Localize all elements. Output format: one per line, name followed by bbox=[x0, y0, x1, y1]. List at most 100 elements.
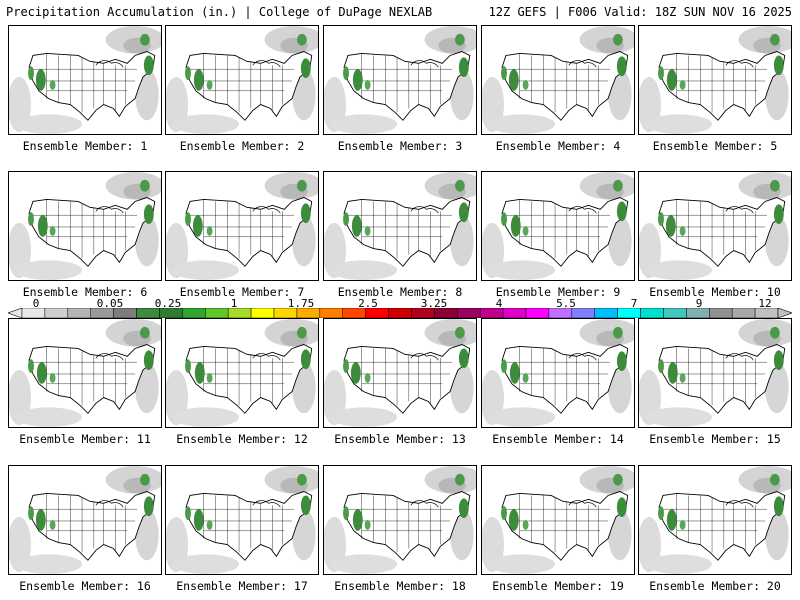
great-lakes bbox=[410, 60, 439, 68]
conus-outline bbox=[28, 491, 156, 561]
precip-area bbox=[769, 179, 780, 192]
precip-area bbox=[139, 473, 150, 486]
precip-area bbox=[769, 473, 780, 486]
precip-area bbox=[206, 226, 213, 236]
conus-outline bbox=[501, 197, 629, 267]
colorbar-swatch bbox=[663, 308, 687, 318]
colorbar-swatch bbox=[686, 308, 710, 318]
ensemble-map bbox=[482, 319, 634, 427]
precip-area bbox=[364, 80, 371, 90]
great-lakes bbox=[568, 206, 597, 214]
colorbar-tick-label: 12 bbox=[758, 297, 772, 310]
great-lakes bbox=[95, 60, 124, 68]
precip-area bbox=[679, 520, 686, 530]
colorbar-swatch bbox=[21, 308, 46, 318]
ensemble-map bbox=[639, 26, 791, 134]
precip-area bbox=[364, 520, 371, 530]
ensemble-panel: Ensemble Member: 16 bbox=[8, 465, 162, 593]
great-lakes bbox=[725, 60, 754, 68]
precip-area bbox=[658, 359, 664, 373]
precip-area bbox=[15, 554, 83, 574]
ensemble-panel: Ensemble Member: 12 bbox=[165, 318, 319, 446]
colorbar-swatch bbox=[731, 308, 756, 318]
colorbar-swatch bbox=[319, 308, 343, 318]
ensemble-map bbox=[324, 319, 476, 427]
precip-area bbox=[645, 407, 713, 427]
conus-outline bbox=[658, 51, 786, 121]
conus-outline bbox=[185, 197, 313, 267]
ensemble-panel: Ensemble Member: 11 bbox=[8, 318, 162, 446]
ensemble-map bbox=[639, 172, 791, 280]
colorbar-tick-label: 5.5 bbox=[556, 297, 576, 310]
ensemble-map bbox=[9, 26, 161, 134]
precip-area bbox=[612, 473, 623, 486]
conus-outline bbox=[343, 51, 471, 121]
ensemble-member-label: Ensemble Member: 20 bbox=[649, 579, 781, 593]
precip-area bbox=[300, 58, 311, 79]
colorbar-swatch bbox=[205, 308, 229, 318]
colorbar-swatch bbox=[90, 308, 114, 318]
ensemble-map bbox=[482, 172, 634, 280]
precip-area bbox=[185, 66, 191, 80]
precip-area bbox=[139, 33, 150, 46]
conus-outline bbox=[343, 491, 471, 561]
precip-area bbox=[522, 80, 529, 90]
precip-area bbox=[300, 203, 311, 224]
great-lakes bbox=[95, 206, 124, 214]
precip-area bbox=[49, 80, 56, 90]
run-info: 12Z GEFS | F006 Valid: 18Z SUN NOV 16 20… bbox=[488, 5, 792, 19]
precip-area bbox=[296, 326, 307, 339]
precip-area bbox=[773, 350, 784, 371]
ensemble-member-label: Ensemble Member: 7 bbox=[179, 285, 305, 299]
ensemble-map-frame bbox=[323, 171, 477, 281]
ensemble-panel: Ensemble Member: 3 bbox=[323, 25, 477, 153]
conus-outline bbox=[658, 197, 786, 267]
precip-area bbox=[330, 114, 398, 134]
ensemble-panel: Ensemble Member: 10 bbox=[638, 171, 792, 299]
precip-area bbox=[679, 226, 686, 236]
great-lakes bbox=[410, 206, 439, 214]
precip-area bbox=[645, 260, 713, 280]
ensemble-member-label: Ensemble Member: 5 bbox=[652, 139, 778, 153]
precip-area bbox=[15, 407, 83, 427]
conus-outline bbox=[28, 344, 156, 414]
colorbar-swatch bbox=[434, 308, 458, 318]
precip-area bbox=[458, 498, 469, 519]
ensemble-panel: Ensemble Member: 19 bbox=[481, 465, 635, 593]
ensemble-map bbox=[9, 466, 161, 574]
ensemble-member-label: Ensemble Member: 18 bbox=[334, 579, 466, 593]
precip-area bbox=[330, 407, 398, 427]
ensemble-map bbox=[639, 466, 791, 574]
ensemble-map-frame bbox=[165, 465, 319, 575]
precip-area bbox=[509, 362, 520, 384]
conus-outline bbox=[185, 344, 313, 414]
ensemble-map bbox=[166, 26, 318, 134]
ensemble-map-frame bbox=[165, 171, 319, 281]
great-lakes bbox=[95, 500, 124, 508]
precip-area bbox=[300, 495, 311, 516]
colorbar-min-arrow bbox=[8, 308, 23, 318]
precip-area bbox=[36, 362, 47, 384]
precip-area bbox=[522, 226, 529, 236]
precip-area bbox=[343, 66, 349, 80]
ensemble-map-frame bbox=[8, 318, 162, 428]
precip-area bbox=[522, 520, 529, 530]
ensemble-panel: Ensemble Member: 4 bbox=[481, 25, 635, 153]
ensemble-member-label: Ensemble Member: 15 bbox=[649, 432, 781, 446]
colorbar-tick-label: 3.25 bbox=[420, 297, 448, 310]
great-lakes bbox=[95, 353, 124, 361]
colorbar-strip bbox=[8, 308, 792, 318]
ensemble-member-label: Ensemble Member: 8 bbox=[337, 285, 463, 299]
precip-area bbox=[458, 57, 469, 78]
precip-area bbox=[454, 326, 465, 339]
precip-area bbox=[185, 359, 191, 373]
ensemble-map-frame bbox=[481, 25, 635, 135]
precip-area bbox=[679, 80, 686, 90]
precip-area bbox=[172, 554, 240, 574]
precip-area bbox=[364, 226, 371, 236]
great-lakes bbox=[725, 206, 754, 214]
precip-area bbox=[28, 66, 34, 80]
precip-area bbox=[193, 509, 204, 531]
precip-area bbox=[454, 33, 465, 46]
precip-area bbox=[330, 260, 398, 280]
